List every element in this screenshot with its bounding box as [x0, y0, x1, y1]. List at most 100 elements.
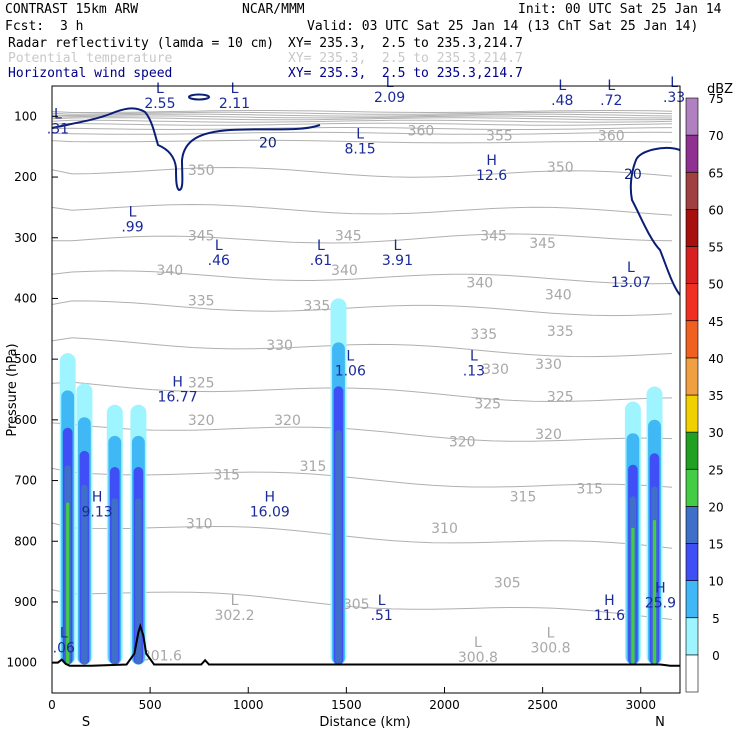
theta-contour-line — [52, 122, 673, 126]
colorbar-swatch — [685, 654, 699, 693]
extremum-value: .46 — [208, 253, 230, 269]
reflectivity-columns — [59, 298, 663, 665]
extremum-letter: L — [386, 75, 394, 91]
theta-contour-line — [52, 522, 673, 549]
extremum-value: 2.11 — [219, 96, 250, 112]
theta-contour-line — [52, 422, 673, 442]
theta-contour-line — [52, 166, 673, 178]
wind-contour-20-upper — [52, 107, 321, 192]
extremum-value: 2.09 — [374, 90, 405, 106]
theta-label: 330 — [266, 338, 293, 354]
extremum-value: 12.6 — [476, 168, 507, 184]
colorbar-label: 10 — [708, 575, 723, 589]
theta-label: 340 — [331, 263, 358, 279]
colorbar-label: 25 — [708, 463, 723, 477]
theta-label: 345 — [188, 229, 215, 245]
extremum-letter: L — [317, 238, 325, 254]
colorbar-label: 5 — [712, 612, 720, 626]
x-tick-label: 0 — [48, 698, 56, 712]
field-name-wind: Horizontal wind speed — [8, 66, 173, 81]
end-label-left: S — [82, 715, 90, 730]
extremum-value: 25.9 — [645, 596, 676, 612]
colorbar-label: 65 — [708, 166, 723, 180]
extremum-value: .61 — [310, 253, 332, 269]
theta-label: 310 — [186, 516, 213, 532]
field-xy-theta: XY= 235.3, 2.5 to 235.3,214.7 — [288, 51, 523, 66]
theta-label: 340 — [156, 263, 183, 279]
extremum-letter: L — [474, 635, 482, 651]
extremum-letter: L — [231, 593, 239, 609]
theta-label: 315 — [300, 459, 327, 475]
x-axis: 0 500 1000 1500 2000 2500 3000 — [48, 687, 656, 712]
extremum-value: 11.6 — [594, 608, 625, 624]
y-axis: 100 200 300 400 500 600 700 800 900 1000 — [6, 109, 58, 670]
colorbar-swatch — [685, 431, 699, 470]
extremum-value: .99 — [121, 219, 143, 235]
valid-time: Valid: 03 UTC Sat 25 Jan 14 (13 ChT Sat … — [307, 19, 699, 34]
extremum-value: .13 — [463, 363, 485, 379]
theta-label: 350 — [188, 163, 215, 179]
colorbar-swatch — [685, 97, 699, 136]
fcst-value: 3 h — [60, 19, 84, 34]
colorbar-swatch — [685, 172, 699, 210]
extremum-letter: L — [129, 204, 137, 220]
theta-label: 315 — [576, 482, 603, 498]
model-title: CONTRAST 15km ARW — [5, 2, 139, 17]
theta-contour-line — [52, 111, 673, 115]
x-tick-label: 3000 — [625, 698, 656, 712]
extremum-letter: L — [215, 238, 223, 254]
wind-contour-20-right — [629, 147, 680, 296]
theta-label: 320 — [274, 413, 301, 429]
colorbar-swatch — [685, 320, 699, 359]
plot-frame — [51, 85, 681, 694]
extremum-letter: L — [627, 260, 635, 276]
extremum-value: 300.8 — [530, 641, 570, 657]
theta-contour-line — [52, 203, 673, 216]
extremum-value: 13.07 — [611, 275, 651, 291]
extremum-letter: L — [231, 81, 239, 97]
extremum-value: 1.06 — [335, 363, 366, 379]
reflectivity-band — [135, 498, 142, 665]
theta-contour-line — [52, 270, 673, 285]
extremum-value: 16.09 — [250, 505, 290, 521]
colorbar-swatch — [685, 506, 699, 544]
y-tick-label: 700 — [14, 474, 37, 488]
theta-contour-line — [52, 233, 673, 244]
x-tick-label: 2500 — [527, 698, 558, 712]
theta-label: 360 — [598, 128, 625, 144]
extremum-value: .48 — [551, 93, 573, 109]
x-axis-label: Distance (km) — [319, 715, 410, 730]
theta-contour-line — [52, 381, 673, 403]
extremum-letter: L — [547, 626, 555, 642]
reflectivity-band — [66, 502, 70, 665]
theta-labels: 360 355 360 350 350 345 345 345 345 340 340 340 340 3… — [156, 124, 624, 614]
y-tick-label: 1000 — [6, 656, 37, 670]
wind-contour-lines — [52, 93, 680, 296]
theta-contour-line — [52, 467, 673, 488]
terrain-line — [52, 622, 680, 667]
theta-label: 320 — [449, 434, 476, 450]
theta-label: 325 — [474, 397, 501, 413]
reflectivity-band — [652, 519, 657, 665]
extremum-letter: L — [60, 626, 68, 642]
theta-label: 325 — [188, 375, 215, 391]
theta-label: 340 — [466, 275, 493, 291]
extremum-letter: L — [393, 238, 401, 254]
colorbar-label: 75 — [708, 92, 723, 106]
field-name-reflectivity: Radar reflectivity (lamda = 10 cm) — [8, 36, 275, 51]
theta-label: 335 — [547, 324, 574, 340]
extremum-value: .06 — [53, 641, 75, 657]
y-tick-label: 600 — [14, 413, 37, 427]
extremum-value: 302.2 — [214, 608, 254, 624]
colorbar-label: 20 — [708, 500, 723, 514]
theta-contour-line — [52, 300, 673, 317]
colorbar: 0 5 10 15 20 25 30 35 40 45 50 55 60 65 70 75 — [685, 92, 724, 693]
theta-label: 310 — [431, 521, 458, 537]
extremum-letter: L — [346, 348, 354, 364]
theta-label: 330 — [482, 362, 509, 378]
colorbar-swatch — [685, 246, 699, 284]
extremum-value: 9.13 — [82, 505, 113, 521]
theta-contour-line — [52, 115, 673, 119]
theta-label: 320 — [535, 427, 562, 443]
end-label-right: N — [655, 715, 665, 730]
